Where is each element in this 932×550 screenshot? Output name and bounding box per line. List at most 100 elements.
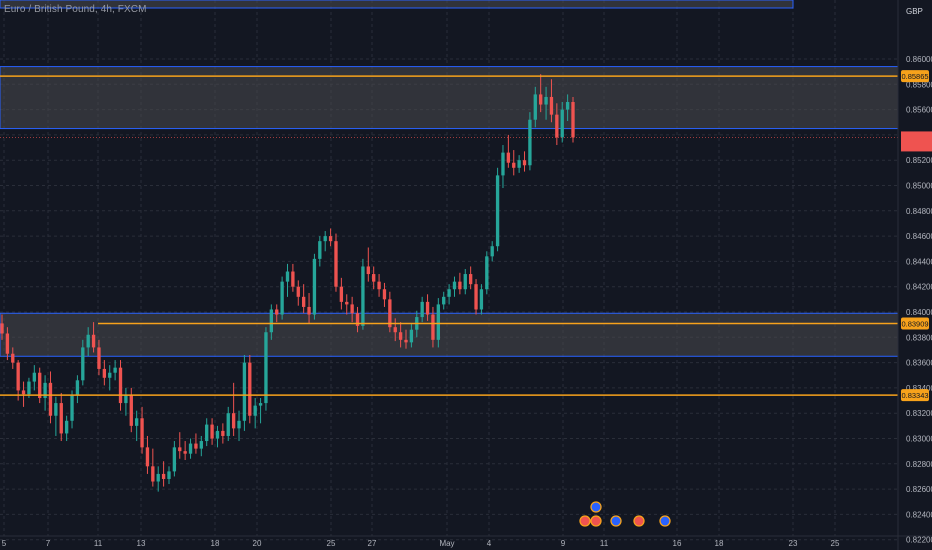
candle-body [194,443,198,449]
candle-body [215,430,220,439]
candle-body [425,301,430,315]
candle-body [32,372,36,382]
candle-body [334,241,338,287]
candle-body [431,314,435,340]
candle-body [81,347,85,381]
candle-body [75,380,80,396]
candle-body [463,274,467,290]
time-axis[interactable]: 5 7 11 13 18 20 25 27 May 4 9 11 16 18 23 25 [0,535,932,548]
candle-body [248,362,252,416]
candle-body [145,447,150,467]
candle-body [64,420,69,434]
symbol-title: Euro / British Pound, 4h, FXCM [4,4,147,15]
time-tick-label: 13 [137,539,146,548]
candle-body [280,281,284,315]
candle-body [0,323,4,334]
candle-body [86,334,90,348]
candle-body [21,390,26,395]
last-price-tag [901,131,932,152]
candle-body [5,333,10,354]
event-flag-icon[interactable] [659,515,671,527]
currency-label: GBP [906,7,923,16]
time-tick-label: 20 [253,539,262,548]
time-tick-label: 25 [831,539,840,548]
candle-body [388,299,392,328]
event-markers[interactable] [579,501,671,527]
candle-body [361,266,365,326]
candle-body [479,289,484,310]
time-tick-label: 5 [2,539,7,548]
candle-body [226,413,230,436]
candle-body [258,403,263,406]
candle-body [474,284,478,310]
candle-body [485,256,489,290]
candle-body [372,274,376,282]
candle-body [420,301,424,318]
event-flag-icon[interactable] [633,515,645,527]
candle-body [43,382,47,399]
candle-body [188,443,193,454]
event-flag-icon[interactable] [590,501,602,513]
candle-body [48,382,53,416]
candle-body [436,304,441,340]
event-flag-icon[interactable] [610,515,622,527]
candle-body [237,420,241,429]
level-price-label: 0.85865 [901,72,928,81]
candle-body [366,266,370,275]
upper-overhead-zone [0,0,794,9]
candle-layer [0,74,575,492]
candle-body [490,246,494,257]
level-price-tag [901,389,929,402]
candle-body [560,109,564,138]
candle-body [178,447,182,452]
event-flag-icon[interactable] [579,515,591,527]
candle-body [140,418,144,448]
candle-body [296,286,300,297]
candle-body [301,296,306,307]
candle-body [501,152,505,176]
event-flag-icon[interactable] [590,515,602,527]
candle-body [54,403,58,416]
candle-body [323,236,327,242]
price-axis[interactable]: 0.860000.858000.856000.854000.852000.850… [897,0,932,550]
candle-body [318,241,322,259]
candle-body [555,114,559,138]
level-layer [0,75,898,396]
candle-body [345,301,349,305]
candle-body [458,281,462,290]
candle-body [312,258,317,315]
candle-body [16,362,20,391]
candle-body [517,160,521,168]
level-price-tag [901,317,929,330]
candle-body [275,309,279,315]
candle-body [442,296,446,305]
candle-body [38,372,42,399]
time-tick-label: 23 [789,539,798,548]
candle-body [565,102,570,110]
candle-body [355,313,360,326]
candle-body [199,441,203,449]
time-tick-label: 11 [600,539,609,548]
candle-body [506,152,511,163]
candle-body [571,102,575,138]
candle-body [447,289,451,297]
candle-body [151,466,155,482]
candle-body [70,395,74,421]
candle-body [108,372,112,378]
candle-body [59,403,63,434]
candle-body [27,381,31,395]
level-price-label: 0.83909 [901,320,928,329]
time-tick-label: 9 [561,539,566,548]
time-tick-label: 11 [94,539,103,548]
